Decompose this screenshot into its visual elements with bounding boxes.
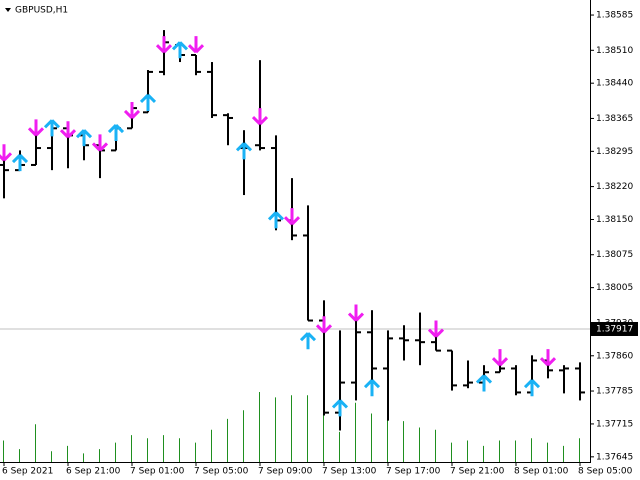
menu-triangle[interactable] — [5, 8, 11, 12]
sell-arrow — [91, 134, 109, 152]
buy-arrow — [267, 211, 285, 229]
x-tick-label: 7 Sep 09:00 — [258, 467, 313, 477]
buy-arrow — [363, 379, 381, 397]
y-tick-label: 1.38150 — [596, 215, 633, 225]
y-tick-label: 1.37715 — [596, 419, 633, 429]
sell-arrow — [491, 349, 509, 367]
y-tick-label: 1.38365 — [596, 114, 633, 124]
y-tick-label: 1.38220 — [596, 182, 633, 192]
y-tick-label: 1.37785 — [596, 387, 633, 397]
x-tick-label: 8 Sep 01:00 — [514, 467, 569, 477]
y-tick-label: 1.38075 — [596, 250, 633, 260]
sell-arrow — [123, 101, 141, 120]
y-tick-label: 1.38585 — [596, 11, 633, 21]
sell-arrow — [27, 119, 45, 137]
x-tick-label: 7 Sep 01:00 — [130, 467, 185, 477]
buy-arrow — [331, 399, 349, 417]
buy-arrow — [139, 93, 157, 111]
sell-arrow — [427, 320, 445, 338]
x-tick-label: 7 Sep 21:00 — [450, 467, 505, 477]
last-price-label: 1.37917 — [596, 324, 633, 334]
sell-arrow — [59, 121, 77, 139]
x-tick-label: 7 Sep 13:00 — [322, 467, 377, 477]
x-tick-label: 6 Sep 2021 — [2, 467, 53, 477]
buy-arrow — [171, 41, 189, 59]
sell-arrow — [315, 316, 333, 334]
sell-arrow — [187, 36, 205, 54]
sell-arrow — [155, 36, 173, 54]
sell-arrow — [347, 304, 365, 322]
sell-arrow — [251, 108, 269, 126]
y-tick-label: 1.38510 — [596, 46, 633, 56]
buy-arrow — [75, 129, 93, 147]
y-tick-label: 1.38295 — [596, 147, 633, 157]
x-tick-label: 7 Sep 17:00 — [386, 467, 441, 477]
y-tick-label: 1.38005 — [596, 283, 633, 293]
buy-arrow — [107, 123, 125, 142]
last-price-box — [590, 321, 638, 336]
x-tick-label: 8 Sep 05:00 — [578, 467, 633, 477]
buy-arrow — [523, 379, 541, 397]
buy-arrow — [235, 142, 253, 160]
sell-arrow — [539, 349, 557, 367]
chart-title: GBPUSD,H1 — [15, 6, 68, 16]
sell-arrow — [0, 144, 13, 162]
buy-arrow — [43, 119, 61, 137]
buy-arrow — [299, 332, 317, 350]
y-tick-label: 1.37860 — [596, 351, 633, 361]
y-tick-label: 1.37645 — [596, 452, 633, 462]
buy-arrow — [11, 154, 29, 172]
sell-arrow — [283, 208, 301, 226]
x-tick-label: 7 Sep 05:00 — [194, 467, 249, 477]
x-tick-label: 6 Sep 21:00 — [66, 467, 121, 477]
y-tick-label: 1.38440 — [596, 79, 633, 89]
buy-arrow — [475, 374, 493, 392]
